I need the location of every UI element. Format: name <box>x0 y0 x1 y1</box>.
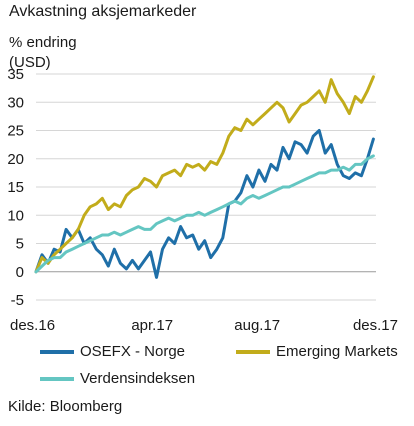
legend-entry: Verdensindeksen <box>40 370 195 387</box>
legend-label: Emerging Markets <box>276 343 398 360</box>
x-tick-label: des.17 <box>353 317 398 334</box>
chart-title: Avkastning aksjemarkeder <box>9 3 197 20</box>
y-tick-label: 5 <box>16 236 24 253</box>
y-tick-label: -5 <box>11 292 24 309</box>
source-note: Kilde: Bloomberg <box>8 398 123 415</box>
series-line-2 <box>34 154 375 274</box>
series-lines <box>34 75 375 279</box>
y-tick-label: 0 <box>16 264 24 281</box>
y-tick-label: 15 <box>7 179 24 196</box>
legend-entry: OSEFX - Norge <box>40 343 185 360</box>
x-tick-label: aug.17 <box>234 317 280 334</box>
legend-label: OSEFX - Norge <box>80 343 186 360</box>
series-line-0 <box>34 129 375 279</box>
y-tick-labels: -5 0 5 10 15 20 25 30 35 <box>7 66 24 309</box>
gridlines <box>36 73 376 301</box>
y-tick-label: 35 <box>7 66 24 83</box>
legend-swatch <box>236 349 270 354</box>
legend-label: Verdensindeksen <box>80 370 196 387</box>
x-tick-label: des.16 <box>10 317 55 334</box>
legend-swatch <box>40 376 74 381</box>
y-tick-label: 10 <box>7 207 24 224</box>
x-tick-label: apr.17 <box>131 317 173 334</box>
y-axis-label-line-1: % endring <box>9 34 77 51</box>
legend-swatch <box>40 349 74 354</box>
y-tick-label: 30 <box>7 94 24 111</box>
y-axis-label-line-2: (USD) <box>9 54 51 71</box>
x-tick-labels: des.16 apr.17 aug.17 des.17 <box>10 317 398 334</box>
y-tick-label: 20 <box>7 151 24 168</box>
legend-entry: Emerging Markets <box>236 343 398 360</box>
series-line-1 <box>34 75 375 274</box>
y-axis-label: % endring (USD) <box>9 33 77 73</box>
y-tick-label: 25 <box>7 123 24 140</box>
